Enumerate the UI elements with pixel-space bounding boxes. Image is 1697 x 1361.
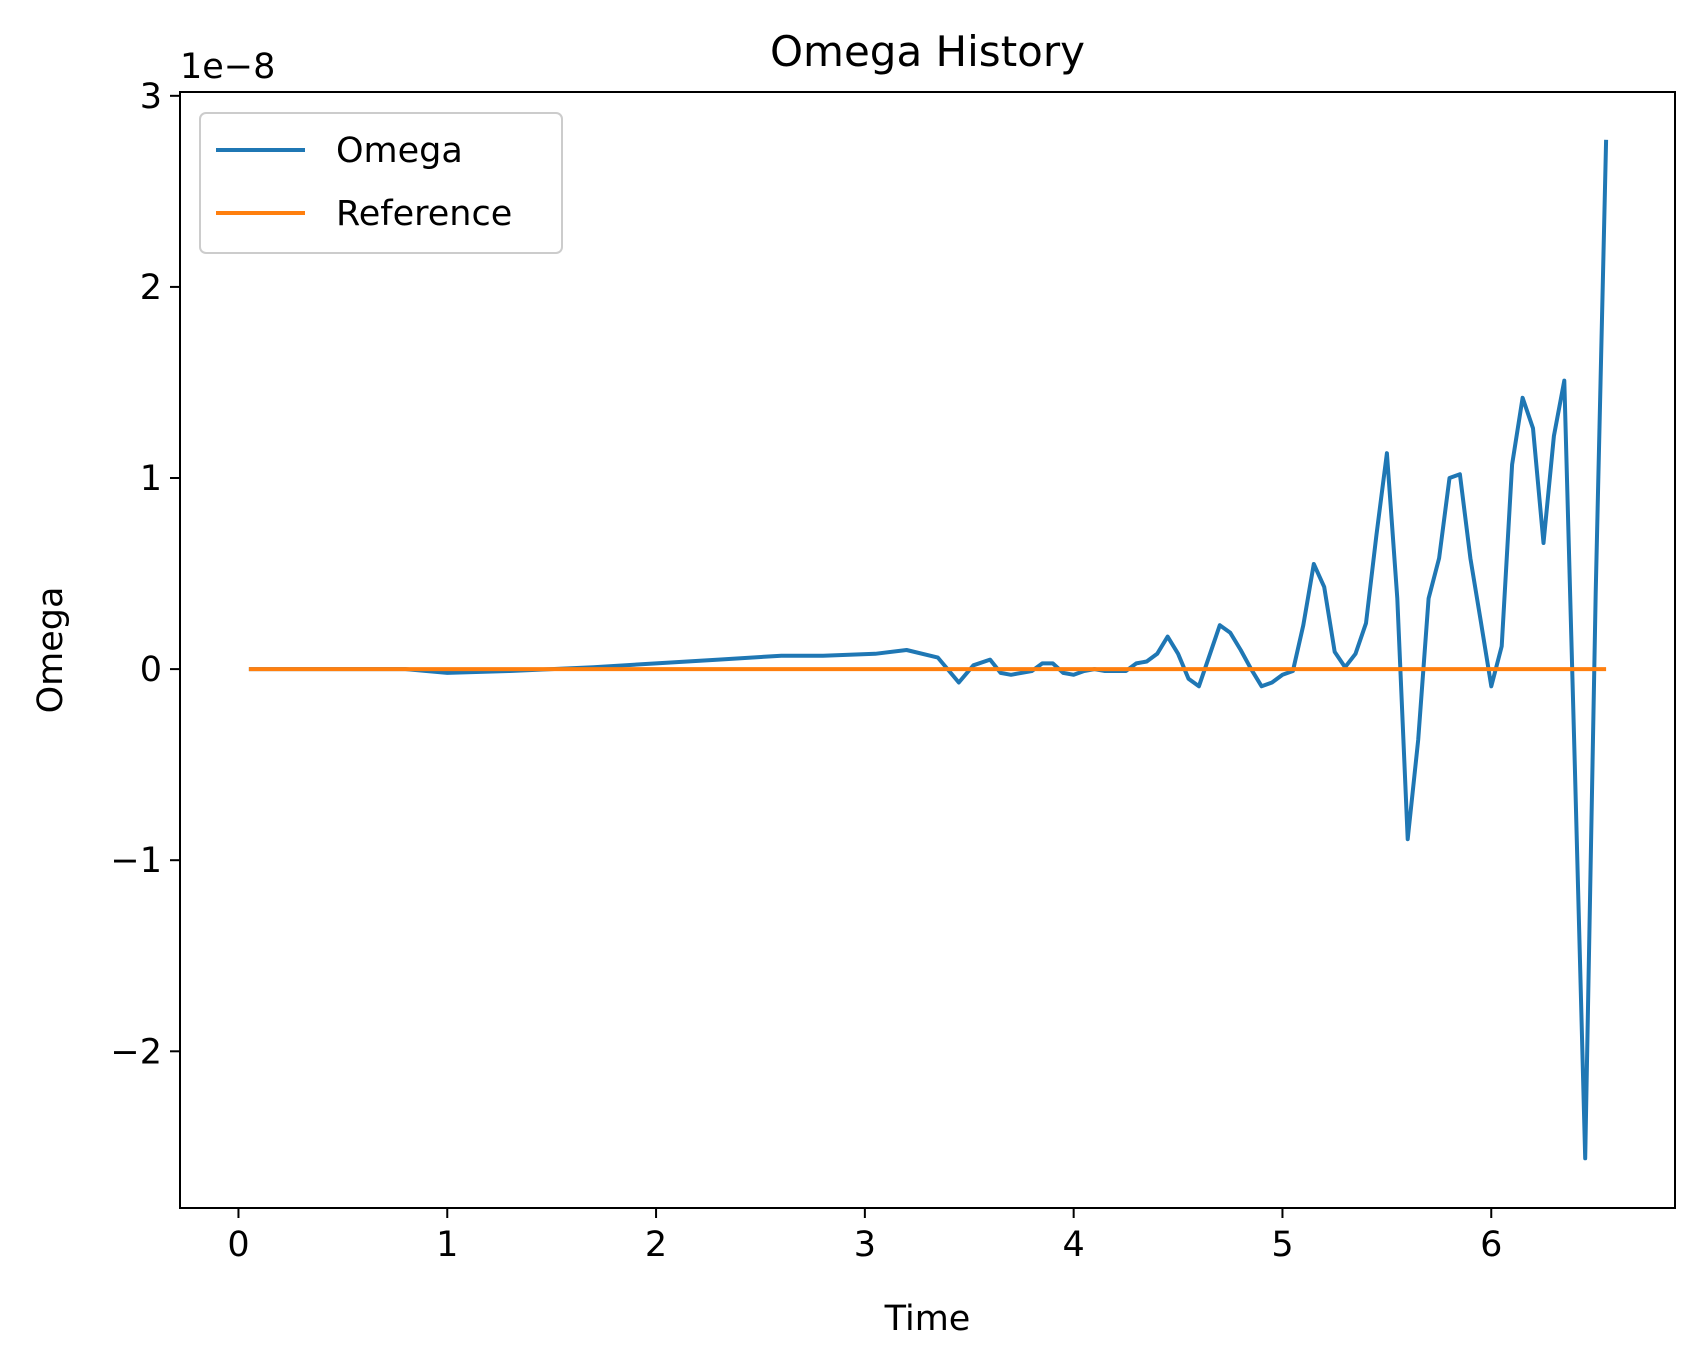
x-tick-label: 4 <box>1063 1225 1085 1265</box>
y-axis-title: Omega <box>31 587 71 714</box>
x-tick-label: 6 <box>1480 1225 1502 1265</box>
x-tick-label: 2 <box>645 1225 667 1265</box>
plot-frame <box>179 91 1676 1209</box>
legend-label-omega: Omega <box>336 131 463 171</box>
y-tick-label: 3 <box>140 77 162 117</box>
x-tick-label: 3 <box>854 1225 876 1265</box>
series-line-omega <box>248 139 1609 1161</box>
chart-title: Omega History <box>770 27 1085 76</box>
x-tick-label: 5 <box>1271 1225 1293 1265</box>
y-tick-label: 2 <box>140 268 162 308</box>
y-tick-label: 0 <box>140 650 162 690</box>
x-tick-label: 0 <box>227 1225 249 1265</box>
series-layer <box>248 139 1609 1161</box>
y-tick-label: −2 <box>110 1032 162 1072</box>
y-tick-label: 1 <box>140 459 162 499</box>
legend: Omega Reference <box>199 112 563 254</box>
y-axis-ticks: −2 −1 0 1 2 3 <box>110 77 180 1072</box>
y-tick-label: −1 <box>110 841 162 881</box>
x-tick-label: 1 <box>436 1225 458 1265</box>
x-axis-ticks: 0 1 2 3 4 5 6 <box>227 1208 1502 1265</box>
x-axis-title: Time <box>884 1299 971 1339</box>
y-offset-label: 1e−8 <box>180 47 275 87</box>
legend-label-reference: Reference <box>336 194 512 234</box>
